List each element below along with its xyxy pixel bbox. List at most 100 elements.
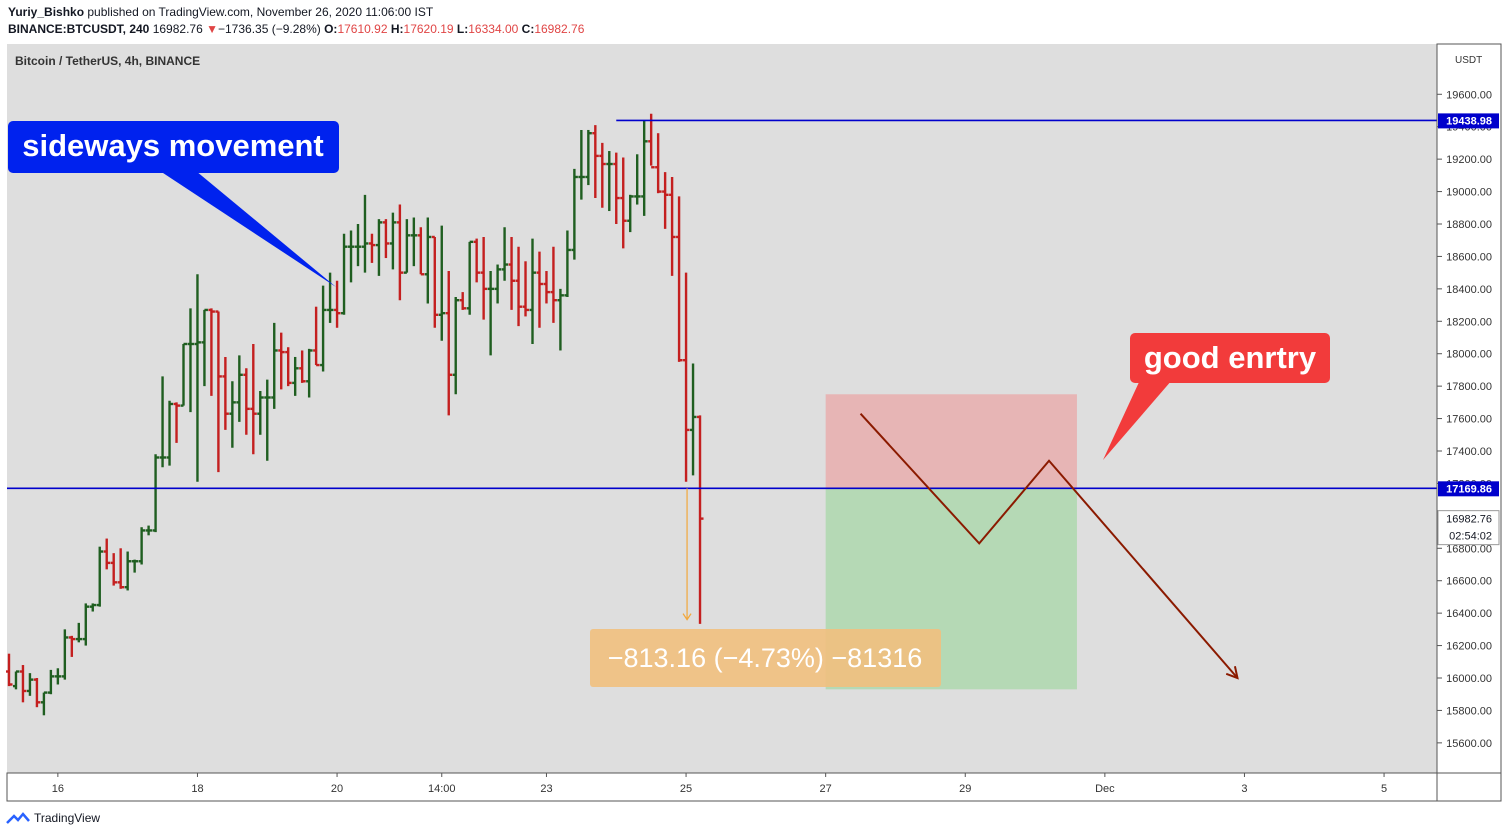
y-tick-label: 18400.00: [1446, 284, 1492, 296]
tradingview-logo-icon: [6, 812, 30, 824]
close-label: C:: [521, 22, 535, 36]
high-label: H:: [390, 22, 404, 36]
ohlc-bar: [522, 261, 530, 317]
y-tick-label: 17800.00: [1446, 381, 1492, 393]
x-tick-label: 23: [540, 783, 552, 795]
entry-callout-pointer: [1103, 380, 1172, 460]
ohlc-bar: [382, 219, 390, 259]
ohlc-bar: [536, 251, 543, 328]
ohlc-bar: [103, 538, 111, 570]
ohlc-bar: [690, 363, 697, 476]
open-value: 17610.92: [337, 22, 388, 36]
ohlc-bar: [613, 152, 620, 224]
ohlc-bar: [33, 678, 41, 708]
symbol-label: BINANCE:BTCUSDT, 240: [8, 22, 150, 36]
projected-path[interactable]: [859, 413, 1239, 679]
ohlc-bar: [138, 527, 146, 565]
ohlc-bar: [131, 559, 139, 573]
change-text: −1736.35 (−9.28%): [218, 22, 321, 36]
ohlc-bar: [571, 168, 578, 260]
ohlc-bar: [494, 264, 502, 304]
ohlc-bar: [627, 194, 634, 233]
ohlc-bar: [257, 391, 264, 435]
ohlc-bar: [459, 292, 467, 310]
low-label: L:: [456, 22, 469, 36]
ohlc-bar: [173, 402, 181, 443]
y-tick-label: 16200.00: [1446, 641, 1492, 653]
ohlc-bar: [445, 271, 453, 416]
ohlc-bar: [578, 129, 585, 200]
ohlc-bar: [40, 691, 48, 716]
ohlc-bar: [417, 227, 425, 276]
stop-loss-zone[interactable]: [825, 394, 1077, 489]
projected-arrow-icon: [1225, 666, 1239, 680]
ohlc-bar: [320, 285, 327, 372]
ohlc-bar: [355, 224, 362, 267]
y-tick-label: 15600.00: [1446, 738, 1492, 750]
ohlc-bar: [250, 343, 257, 455]
ohlc-bar: [152, 454, 160, 533]
author-name[interactable]: Yuriy_Bishko: [8, 5, 85, 19]
level-price-label: 17169.86: [1446, 483, 1492, 495]
ohlc-bar: [236, 355, 243, 422]
measure-label: −813.16 (−4.73%) −81316: [608, 643, 923, 673]
x-tick-label: 16: [52, 783, 64, 795]
ohlc-bar: [431, 235, 439, 328]
x-tick-label: 20: [331, 783, 343, 795]
ohlc-bar: [75, 622, 83, 643]
ohlc-bar: [480, 236, 488, 320]
ohlc-bar: [82, 603, 90, 646]
level-price-label: 19438.98: [1446, 115, 1492, 127]
ohlc-header: BINANCE:BTCUSDT, 240 16982.76 ▼−1736.35 …: [8, 22, 584, 36]
ohlc-bar: [424, 217, 432, 304]
price-axis[interactable]: [1436, 43, 1502, 774]
ohlc-bar: [229, 381, 236, 448]
ohlc-bar: [208, 308, 215, 396]
level-price-tag: [1438, 113, 1499, 129]
ohlc-bar: [662, 172, 669, 229]
last-price-label: 16982.76: [1446, 514, 1492, 526]
ohlc-bar: [508, 236, 516, 310]
ohlc-bar: [550, 246, 557, 323]
publish-info: Yuriy_Bishko published on TradingView.co…: [8, 5, 433, 19]
x-tick-label: 27: [820, 783, 832, 795]
ohlc-bar: [334, 280, 341, 328]
x-tick-label: 14:00: [428, 783, 456, 795]
axis-corner: [1436, 772, 1502, 802]
ohlc-bar: [487, 271, 495, 356]
ohlc-bar: [12, 670, 20, 690]
entry-callout-text: good enrtry: [1144, 340, 1317, 375]
ohlc-bar: [124, 551, 132, 591]
ohlc-bar: [47, 669, 55, 695]
last-price-text: 16982.76: [152, 22, 203, 36]
ohlc-bar: [655, 133, 662, 194]
ohlc-bar: [187, 308, 194, 413]
ohlc-bar: [676, 196, 683, 362]
ohlc-bar: [180, 342, 187, 407]
footer-brand[interactable]: TradingView: [6, 811, 100, 825]
sideways-callout-box[interactable]: [8, 121, 339, 173]
y-tick-label: 16400.00: [1446, 608, 1492, 620]
measure-label-box: [590, 629, 941, 687]
ohlc-bar: [292, 356, 299, 396]
time-axis[interactable]: [6, 772, 1438, 802]
ohlc-bar: [285, 347, 292, 387]
ohlc-bar: [529, 238, 536, 344]
sideways-callout-pointer: [160, 171, 336, 287]
level-price-tag: [1438, 481, 1499, 497]
ohlc-bar: [466, 240, 474, 315]
ohlc-bar: [299, 350, 306, 383]
ohlc-bar: [452, 296, 460, 395]
currency-unit: USDT: [1455, 55, 1482, 66]
y-tick-label: 18200.00: [1446, 316, 1492, 328]
y-tick-label: 18000.00: [1446, 349, 1492, 361]
y-tick-label: 15800.00: [1446, 705, 1492, 717]
brand-name: TradingView: [34, 811, 101, 825]
ohlc-bar: [368, 233, 376, 263]
y-tick-label: 19000.00: [1446, 187, 1492, 199]
entry-callout-box[interactable]: [1130, 333, 1330, 383]
ohlc-bar: [648, 113, 655, 169]
ohlc-bar: [410, 217, 418, 267]
ohlc-bar: [110, 553, 118, 586]
